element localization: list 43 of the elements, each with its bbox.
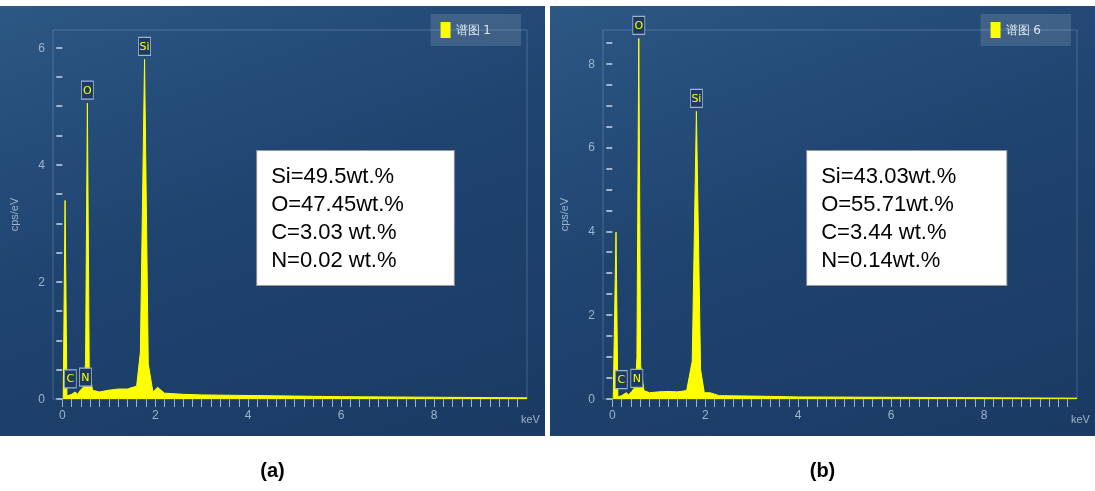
annotation: Si: [139, 39, 150, 53]
annotation: O=55.71wt.%: [821, 190, 954, 216]
x-tick-label: 0: [58, 408, 66, 422]
y-tick-label: 6: [38, 40, 46, 55]
annotation: Si=43.03wt.%: [821, 162, 957, 188]
annotation: C=3.44 wt.%: [821, 218, 947, 244]
y-tick-label: 2: [588, 308, 596, 323]
y-axis-title: cps/eV: [7, 197, 20, 232]
legend-label: 谱图 1: [455, 23, 491, 37]
y-axis-title: cps/eV: [557, 197, 570, 232]
x-axis-title: keV: [521, 412, 541, 425]
annotation: C: [66, 372, 75, 386]
y-tick-label: 2: [38, 274, 46, 289]
y-tick-label: 4: [588, 224, 596, 239]
y-tick-label: 6: [588, 140, 596, 155]
x-tick-label: 8: [980, 408, 988, 422]
annotation: C=3.03 wt.%: [271, 218, 397, 244]
x-tick-label: 2: [151, 408, 159, 422]
x-axis-title: keV: [1071, 412, 1091, 425]
y-tick-label: 4: [38, 157, 46, 172]
annotation: C: [617, 373, 626, 387]
x-tick-label: 4: [244, 408, 252, 422]
x-tick-label: 4: [794, 408, 802, 422]
x-tick-label: 8: [430, 408, 438, 422]
x-tick-label: 0: [608, 408, 616, 422]
x-tick-label: 6: [337, 408, 345, 422]
annotation: N: [632, 371, 641, 385]
legend-label: 谱图 6: [1005, 23, 1041, 37]
annotation: O=47.45wt.%: [271, 190, 404, 216]
x-tick-label: 2: [701, 408, 709, 422]
text: (a): [260, 459, 285, 481]
text: (b): [809, 459, 836, 481]
annotation: N: [81, 370, 90, 384]
annotation: N=0.14wt.%: [821, 246, 941, 272]
y-tick-label: 8: [588, 56, 596, 71]
y-tick-label: 0: [38, 392, 46, 406]
annotation: O: [83, 83, 93, 97]
annotation: N=0.02 wt.%: [271, 246, 397, 272]
annotation: O: [634, 18, 644, 32]
annotation: Si=49.5wt.%: [271, 162, 395, 188]
annotation: Si: [691, 91, 702, 105]
y-tick-label: 0: [588, 392, 596, 406]
x-tick-label: 6: [887, 408, 895, 422]
